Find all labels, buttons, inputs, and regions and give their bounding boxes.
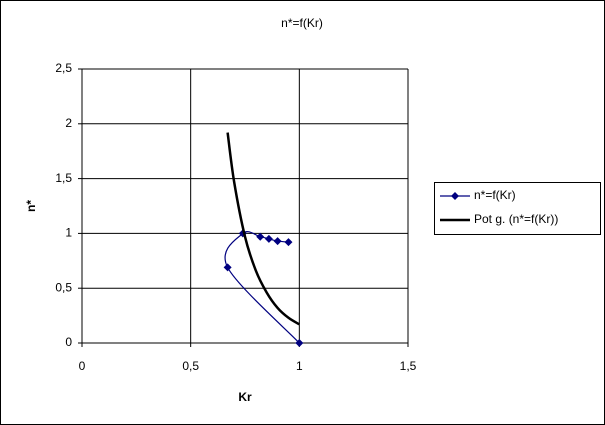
data-point bbox=[256, 232, 265, 241]
x-tick-label: 0 bbox=[79, 359, 86, 373]
y-tick-label: 2 bbox=[65, 116, 72, 130]
legend-label: Pot g. (n*=f(Kr)) bbox=[474, 212, 558, 226]
y-tick-label: 0 bbox=[65, 335, 72, 349]
legend-marker bbox=[451, 192, 459, 200]
y-tick-label: 0,5 bbox=[55, 280, 72, 294]
data-point bbox=[273, 237, 282, 246]
x-tick-label: 0,5 bbox=[182, 359, 199, 373]
x-tick-label: 1,5 bbox=[400, 359, 417, 373]
series-line bbox=[226, 132, 300, 326]
data-point bbox=[295, 339, 304, 347]
legend-label: n*=f(Kr) bbox=[474, 188, 516, 202]
y-tick-label: 1,5 bbox=[55, 171, 72, 185]
legend-box bbox=[434, 182, 601, 235]
y-tick-label: 2,5 bbox=[55, 61, 72, 75]
data-point bbox=[223, 263, 232, 272]
data-point bbox=[284, 238, 293, 247]
y-tick-label: 1 bbox=[65, 226, 72, 240]
x-tick-label: 1 bbox=[296, 359, 303, 373]
x-axis-title: Kr bbox=[238, 390, 252, 404]
y-axis-title: n* bbox=[24, 200, 38, 212]
chart-title: n*=f(Kr) bbox=[281, 16, 323, 30]
data-point bbox=[264, 234, 273, 243]
